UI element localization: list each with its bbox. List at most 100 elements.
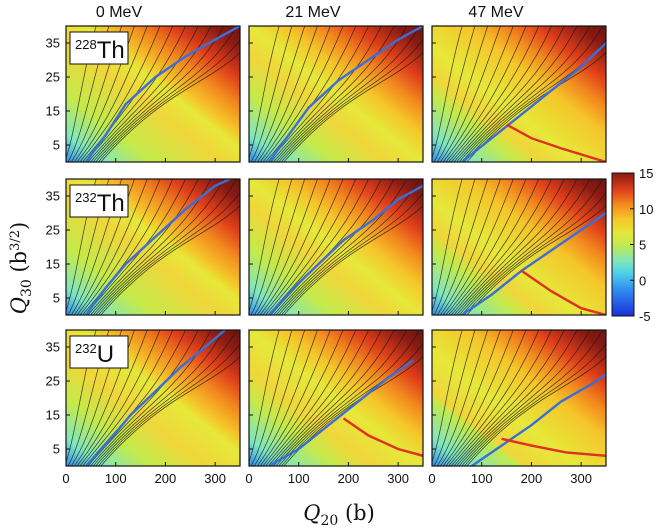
contour-line bbox=[458, 26, 591, 162]
panel-1-1 bbox=[248, 178, 424, 316]
contour-line bbox=[273, 330, 395, 466]
contour-line bbox=[259, 330, 331, 466]
x-axis-title: Q20 (b) bbox=[303, 501, 375, 529]
y-tick-label: 35 bbox=[46, 36, 60, 51]
contour-line bbox=[87, 26, 199, 162]
contour-line bbox=[250, 179, 293, 315]
contour-line bbox=[273, 26, 395, 162]
contour-line bbox=[259, 26, 331, 162]
nucleus-label-box bbox=[69, 335, 129, 369]
contour-line bbox=[95, 26, 238, 162]
colorbar-tick-label: 5 bbox=[639, 238, 646, 253]
contour-line bbox=[466, 356, 606, 466]
contour-line bbox=[73, 26, 135, 162]
fission-path-blue bbox=[268, 184, 423, 315]
fission-path-blue bbox=[84, 26, 240, 162]
contour-line bbox=[95, 179, 238, 315]
panel-0-1 bbox=[248, 25, 424, 163]
contour-line bbox=[278, 26, 421, 162]
x-tick-label: 0 bbox=[62, 471, 69, 486]
contour-line bbox=[463, 343, 606, 466]
fission-path-blue bbox=[461, 42, 606, 162]
contour-line bbox=[97, 192, 240, 315]
y-tick-label: 15 bbox=[46, 257, 60, 272]
y-tick-label: 5 bbox=[53, 291, 60, 306]
fission-path-red bbox=[520, 269, 606, 315]
contour-line bbox=[453, 26, 565, 162]
contour-line bbox=[278, 330, 421, 466]
contour-line bbox=[436, 330, 489, 466]
contour-line bbox=[450, 26, 552, 162]
fission-path-red bbox=[342, 417, 423, 457]
x-tick-label: 200 bbox=[521, 471, 543, 486]
contour-line bbox=[100, 205, 240, 315]
colorbar-tick-label: -5 bbox=[639, 309, 651, 324]
contour-line bbox=[433, 179, 476, 315]
contour-line bbox=[445, 26, 527, 162]
contour-line bbox=[92, 330, 225, 466]
column-title-0: 0 MeV bbox=[96, 4, 143, 21]
contour-line bbox=[253, 330, 306, 466]
contour-line bbox=[439, 330, 501, 466]
contour-line bbox=[280, 343, 423, 466]
contour-line bbox=[262, 26, 344, 162]
contour-line bbox=[283, 205, 423, 315]
y-tick-label: 15 bbox=[46, 408, 60, 423]
contour-line bbox=[249, 26, 280, 159]
contour-line bbox=[95, 330, 238, 466]
nucleus-label: 232Th bbox=[75, 190, 125, 217]
fission-path-red bbox=[501, 437, 606, 457]
contour-line bbox=[90, 330, 212, 466]
colorbar-tick-label: 10 bbox=[639, 202, 653, 217]
contour-line bbox=[433, 26, 476, 162]
panels: 228Th 232Th 232U bbox=[65, 25, 607, 467]
fission-path-blue bbox=[84, 179, 231, 315]
fission-path-blue bbox=[268, 359, 414, 466]
contour-line bbox=[76, 26, 148, 162]
contour-line bbox=[256, 330, 318, 466]
contour-line bbox=[270, 26, 382, 162]
x-tick-label: 0 bbox=[428, 471, 435, 486]
column-title-2: 47 MeV bbox=[468, 4, 523, 21]
contour-line bbox=[275, 179, 408, 315]
contour-line bbox=[439, 179, 501, 315]
contour-line bbox=[442, 179, 514, 315]
contour-line bbox=[448, 26, 540, 162]
nucleus-label: 228Th bbox=[75, 37, 125, 64]
contour-line bbox=[73, 330, 135, 466]
panel-2-2 bbox=[431, 329, 607, 467]
tick-labels: 5 15 25 35 5 15 25 35 5 15 25 35 0 100 200 300 0 100 200 30… bbox=[46, 36, 592, 487]
panel-2-1 bbox=[248, 329, 424, 467]
contour-line bbox=[262, 179, 344, 315]
contour-line bbox=[267, 330, 369, 466]
nucleus-label-box bbox=[69, 184, 129, 218]
contour-line bbox=[256, 26, 318, 162]
fission-path-blue bbox=[267, 26, 423, 162]
column-title-1: 21 MeV bbox=[285, 4, 340, 21]
contour-line bbox=[456, 179, 578, 315]
contour-line bbox=[275, 330, 408, 466]
contour-line bbox=[90, 26, 212, 162]
contour-line bbox=[253, 26, 306, 162]
contour-line bbox=[432, 26, 463, 159]
x-tick-label: 200 bbox=[338, 471, 360, 486]
y-tick-label: 25 bbox=[46, 70, 60, 85]
contour-line bbox=[461, 26, 604, 162]
contour-line bbox=[280, 192, 423, 315]
contour-line bbox=[97, 39, 240, 162]
y-tick-label: 25 bbox=[46, 374, 60, 389]
contour-line bbox=[92, 179, 225, 315]
contour-line bbox=[97, 343, 240, 466]
panel-1-0: 232Th bbox=[65, 178, 241, 316]
contour-line bbox=[76, 330, 148, 466]
panel-frame bbox=[248, 178, 424, 316]
panel-2-0: 232U bbox=[65, 329, 241, 467]
x-tick-label: 100 bbox=[471, 471, 493, 486]
contour-line bbox=[448, 179, 540, 315]
energy-surface bbox=[249, 330, 423, 466]
contour-line bbox=[456, 330, 578, 466]
panel-0-0: 228Th bbox=[65, 25, 241, 163]
contour-line bbox=[456, 26, 578, 162]
contour-line bbox=[432, 179, 463, 312]
